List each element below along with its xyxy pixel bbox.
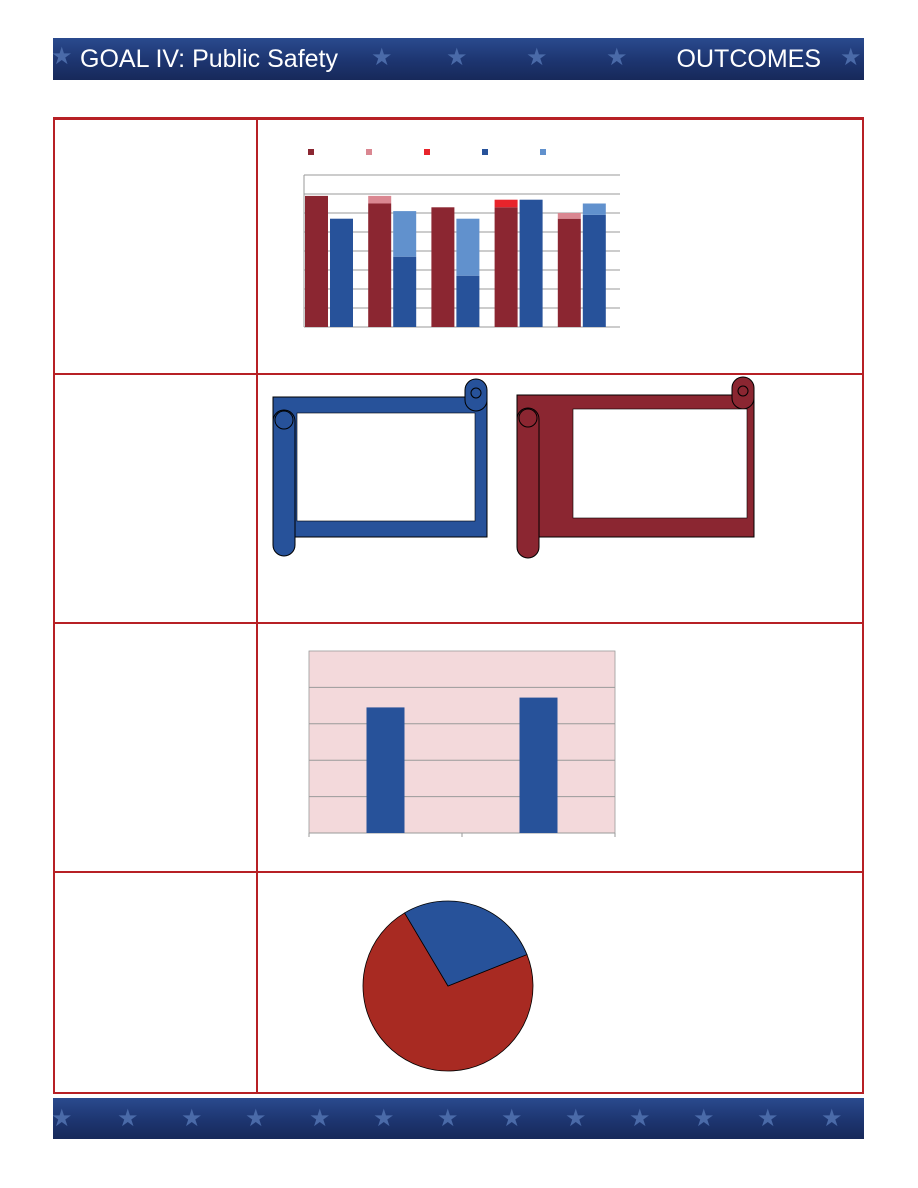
bar	[431, 207, 455, 327]
star-icon: ★	[446, 44, 468, 71]
pie-slice	[404, 900, 528, 987]
bar	[330, 218, 353, 327]
scroll-graphics	[272, 376, 755, 559]
star-icon: ★	[53, 1105, 73, 1132]
star-icon: ★	[245, 1105, 267, 1132]
bar	[393, 256, 417, 327]
bar	[368, 203, 392, 327]
star-icon: ★	[117, 1105, 139, 1132]
pie-slice	[362, 912, 534, 1072]
outcomes-table	[53, 117, 864, 1094]
single-series-bar-chart	[308, 650, 616, 837]
star-icon: ★	[821, 1105, 843, 1132]
star-icon: ★	[840, 44, 862, 71]
row-divider	[55, 871, 862, 873]
row-divider	[55, 622, 862, 624]
header-banner: ★ ★ ★ ★ ★ ★ GOAL IV: Public Safety OUTCO…	[53, 38, 864, 80]
star-icon: ★	[693, 1105, 715, 1132]
pie-chart	[362, 900, 534, 1072]
bar	[519, 697, 558, 833]
star-icon: ★	[606, 44, 628, 71]
bar	[456, 218, 480, 276]
row-divider	[55, 373, 862, 375]
star-icon: ★	[757, 1105, 779, 1132]
legend-swatch	[366, 149, 372, 155]
bar	[494, 199, 518, 208]
legend-swatch	[482, 149, 488, 155]
bar	[366, 707, 405, 833]
red-scroll-icon	[516, 376, 755, 559]
blue-scroll-icon	[272, 378, 488, 557]
star-icon: ★	[373, 1105, 395, 1132]
bar	[557, 213, 581, 219]
bar	[494, 207, 518, 327]
bar	[305, 195, 328, 327]
star-icon: ★	[501, 1105, 523, 1132]
bar	[557, 218, 581, 327]
legend-swatch	[308, 149, 314, 155]
star-icon: ★	[371, 44, 393, 71]
stacked-bar-chart	[303, 149, 620, 328]
column-divider	[256, 119, 258, 1093]
star-icon: ★	[437, 1105, 459, 1132]
star-icon: ★	[629, 1105, 651, 1132]
bar	[368, 195, 392, 204]
star-icon: ★	[526, 44, 548, 71]
star-icon: ★	[565, 1105, 587, 1132]
star-icon: ★	[53, 43, 73, 70]
bar	[582, 203, 606, 215]
legend-swatch	[424, 149, 430, 155]
bar	[519, 199, 543, 327]
plot-area	[308, 650, 616, 834]
page-title: GOAL IV: Public Safety	[80, 45, 338, 73]
star-icon: ★	[309, 1105, 331, 1132]
bar	[456, 275, 480, 327]
bar	[393, 211, 417, 257]
legend-swatch	[540, 149, 546, 155]
star-icon: ★	[181, 1105, 203, 1132]
bar	[582, 214, 606, 327]
section-label: OUTCOMES	[676, 45, 821, 73]
footer-banner: ★ ★ ★ ★ ★ ★ ★ ★ ★ ★ ★ ★ ★	[53, 1098, 864, 1139]
